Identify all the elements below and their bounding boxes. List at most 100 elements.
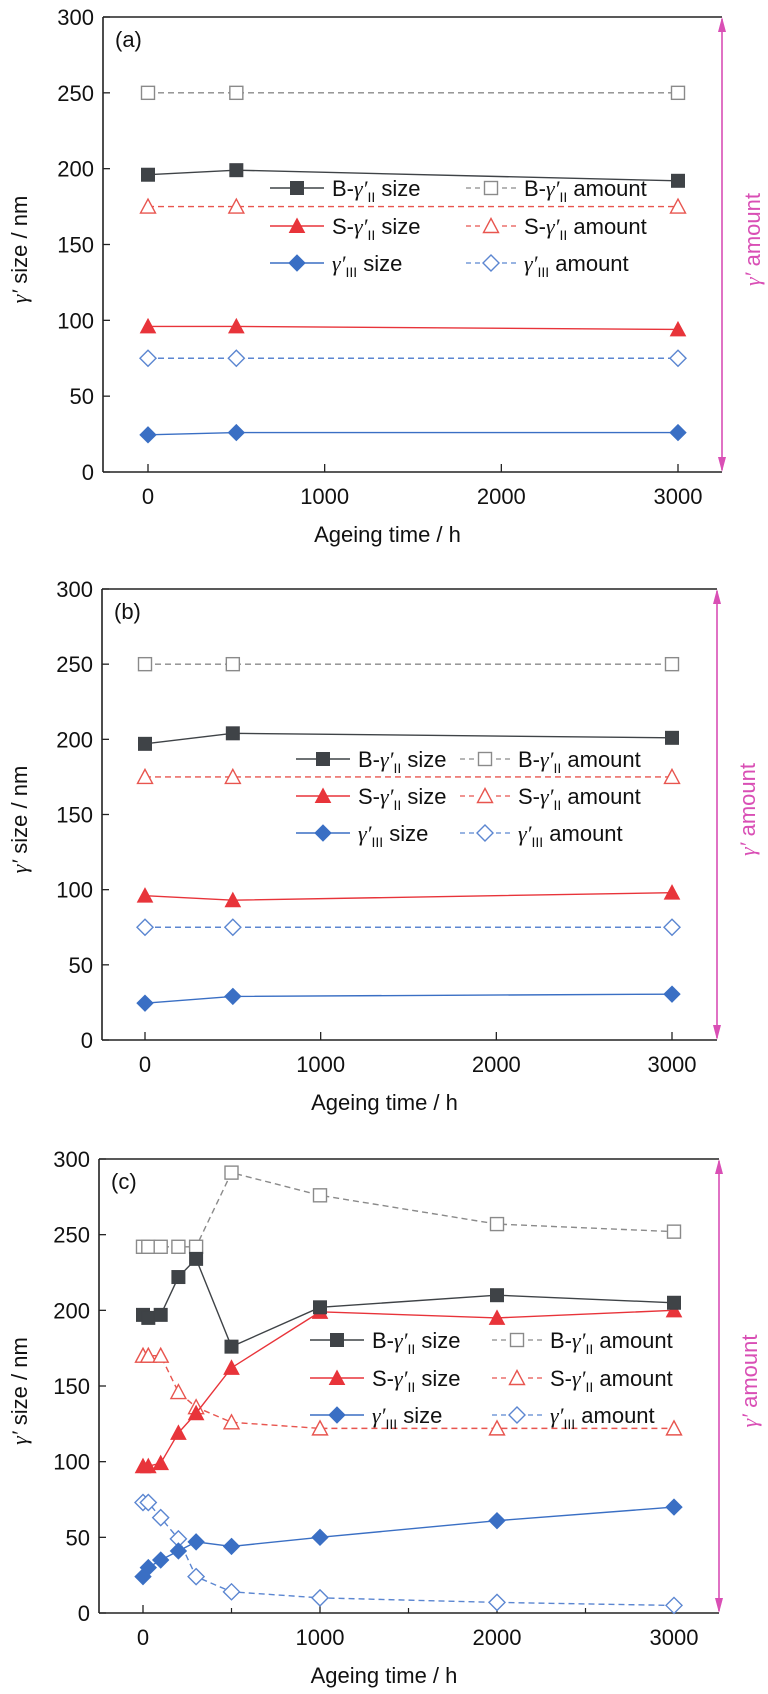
data-point — [187, 1404, 205, 1421]
legend-label: γ′III amount — [524, 251, 629, 280]
x-axis-title: Ageing time / h — [311, 1663, 458, 1688]
series-iii-size — [136, 985, 681, 1012]
legend-label: γ′III amount — [550, 1403, 655, 1432]
data-point — [139, 349, 157, 368]
series-b-amount — [135, 1165, 682, 1254]
legend-marker — [328, 1406, 346, 1424]
legend-item-b-size: B-γ′II size — [296, 747, 447, 776]
data-point — [227, 197, 246, 214]
data-point — [153, 1307, 168, 1322]
data-point — [139, 426, 157, 444]
legend-item-s-amount: S-γ′II amount — [466, 214, 647, 243]
data-point — [665, 1596, 683, 1615]
right-axis-label: γ′ amount — [740, 193, 765, 286]
series-line — [142, 1506, 675, 1578]
data-point — [153, 1239, 168, 1254]
data-point — [136, 994, 154, 1012]
data-point — [488, 1511, 506, 1530]
data-point — [139, 1457, 157, 1474]
data-point — [664, 656, 680, 672]
series-iii-amount — [136, 918, 681, 937]
legend-label: γ′III amount — [518, 821, 623, 850]
data-point — [663, 918, 681, 937]
y-tick-label: 200 — [56, 727, 93, 752]
legend-marker — [508, 1406, 526, 1424]
data-point — [312, 1188, 328, 1203]
legend-marker — [290, 181, 304, 195]
series-b-amount — [137, 656, 680, 672]
data-point — [152, 1346, 170, 1363]
x-tick-label: 1000 — [300, 484, 349, 509]
legend-marker — [476, 787, 494, 804]
data-point — [665, 730, 679, 745]
legend-item-iii-amount: γ′III amount — [466, 251, 629, 280]
legend-item-s-size: S-γ′II size — [296, 784, 447, 813]
data-point — [141, 1239, 156, 1254]
legend-marker — [482, 217, 500, 234]
data-point — [313, 1300, 327, 1315]
data-point — [665, 1498, 683, 1516]
legend-label: S-γ′II size — [358, 784, 447, 813]
data-point — [151, 1508, 170, 1527]
data-point — [139, 197, 157, 214]
y-tick-label: 50 — [70, 384, 94, 409]
y-tick-label: 150 — [57, 233, 94, 258]
y-tick-label: 250 — [57, 81, 94, 106]
legend-marker — [314, 787, 332, 803]
y-tick-label: 100 — [57, 308, 94, 333]
x-tick-label: 3000 — [650, 1625, 699, 1650]
legend-item-b-size: B-γ′II size — [270, 176, 421, 205]
data-point — [151, 1551, 170, 1569]
legend-marker — [288, 217, 306, 233]
data-point — [488, 1309, 506, 1325]
legend-marker — [483, 180, 499, 196]
panel-tag: (b) — [114, 599, 141, 624]
data-point — [488, 1593, 506, 1612]
data-point — [222, 1537, 241, 1556]
data-point — [225, 656, 241, 672]
y-tick-label: 150 — [53, 1374, 90, 1399]
series-b-amount — [140, 85, 686, 101]
series-line — [147, 431, 678, 436]
arrow-head-up-icon — [713, 589, 721, 604]
panel-tag: (c) — [111, 1169, 137, 1194]
y-tick-label: 100 — [56, 878, 93, 903]
series-line — [143, 1501, 675, 1607]
legend-label: S-γ′II size — [372, 1366, 461, 1395]
series-line — [144, 891, 673, 901]
legend-label: B-γ′II size — [358, 747, 447, 776]
x-tick-label: 0 — [142, 484, 154, 509]
data-point — [141, 167, 155, 182]
panel-tag: (a) — [115, 27, 142, 52]
x-tick-label: 2000 — [477, 484, 526, 509]
legend-marker — [314, 824, 332, 842]
legend-item-b-size: B-γ′II size — [310, 1328, 461, 1357]
arrow-head-down-icon — [715, 1598, 723, 1613]
legend-label: γ′III size — [358, 821, 428, 850]
data-point — [669, 423, 687, 442]
series-line — [143, 1171, 675, 1248]
y-tick-label: 0 — [81, 1028, 93, 1053]
legend-item-s-amount: S-γ′II amount — [492, 1366, 673, 1395]
data-point — [488, 1419, 506, 1436]
series-iii-amount — [134, 1493, 683, 1615]
data-point — [490, 1288, 504, 1303]
data-point — [139, 317, 157, 334]
data-point — [227, 423, 246, 442]
series-s-size — [134, 1301, 683, 1474]
legend-item-iii-size: γ′III size — [296, 821, 428, 850]
data-point — [171, 1239, 186, 1254]
data-point — [225, 726, 240, 741]
data-point — [229, 85, 244, 101]
arrow-head-down-icon — [713, 1025, 721, 1040]
x-tick-label: 3000 — [648, 1052, 697, 1077]
data-point — [170, 1424, 187, 1440]
legend-item-b-amount: B-γ′II amount — [460, 747, 641, 776]
data-point — [665, 1419, 683, 1436]
data-point — [227, 349, 246, 368]
legend-label: γ′III size — [372, 1403, 442, 1432]
data-point — [223, 1359, 240, 1375]
data-point — [169, 1542, 188, 1560]
